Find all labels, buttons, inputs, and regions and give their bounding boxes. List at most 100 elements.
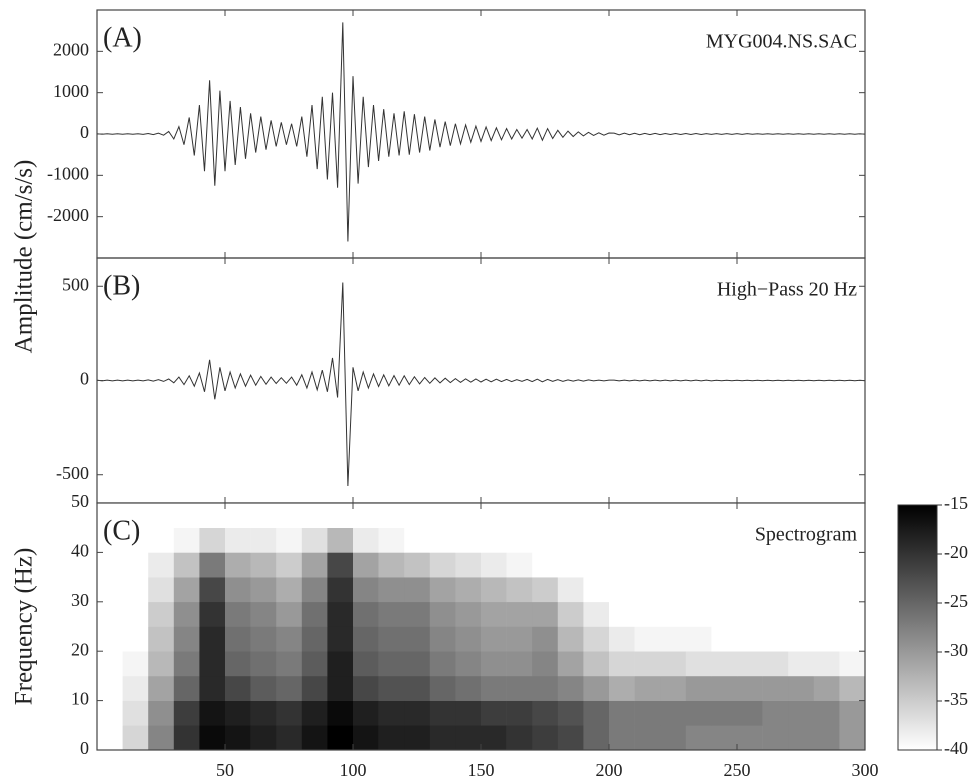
spectrogram-cell — [327, 503, 354, 528]
spectrogram-cell — [225, 577, 251, 603]
spectrogram-cell — [711, 675, 738, 701]
spectrogram-cell — [788, 601, 815, 627]
spectrogram-cell — [583, 675, 610, 701]
spectrogram-cell — [225, 503, 251, 528]
spectrogram-cell — [711, 527, 738, 553]
spectrogram-cell — [250, 552, 277, 578]
y-tick-label: 1000 — [53, 81, 89, 101]
spectrogram-cell — [711, 651, 738, 677]
colorbar — [897, 504, 938, 751]
spectrogram-cell — [839, 503, 866, 528]
panel-annotation: MYG004.NS.SAC — [706, 31, 857, 53]
spectrogram-cell — [506, 601, 533, 627]
x-tick-label: 300 — [852, 760, 879, 780]
spectrogram-cell — [301, 577, 328, 603]
spectrogram-cell — [634, 552, 661, 578]
spectrogram-cell — [813, 503, 840, 528]
spectrogram-cell — [711, 552, 738, 578]
spectrogram-cell — [327, 700, 354, 726]
spectrogram-cell — [301, 527, 328, 553]
spectrogram-cell — [660, 651, 687, 677]
spectrogram-cell — [481, 503, 507, 528]
spectrogram-cell — [583, 700, 610, 726]
spectrogram-cell — [378, 552, 405, 578]
spectrogram-cell — [276, 700, 303, 726]
spectrogram-cell — [634, 577, 661, 603]
spectrogram-cell — [199, 725, 226, 751]
spectrogram-cell — [122, 552, 149, 578]
spectrogram-cell — [122, 651, 149, 677]
spectrogram-cell — [532, 626, 559, 652]
spectrogram-cell — [737, 700, 763, 726]
waveform — [96, 22, 866, 242]
spectrogram-cell — [532, 527, 559, 553]
spectrogram-cell — [353, 700, 379, 726]
x-tick-label: 150 — [468, 760, 495, 780]
spectrogram-cell — [353, 675, 379, 701]
spectrogram-cell — [532, 675, 559, 701]
spectrogram-cell — [685, 552, 712, 578]
spectrogram-cell — [660, 552, 687, 578]
spectrogram-cell — [481, 601, 507, 627]
spectrogram-cell — [660, 700, 687, 726]
spectrogram-cell — [225, 700, 251, 726]
spectrogram-cell — [378, 626, 405, 652]
spectrogram-cell — [839, 700, 866, 726]
y-tick-label: 50 — [71, 491, 89, 511]
spectrogram-cell — [762, 651, 789, 677]
spectrogram-cell — [762, 503, 789, 528]
spectrogram-cell — [532, 577, 559, 603]
spectrogram-cell — [276, 626, 303, 652]
spectrogram-cell — [506, 700, 533, 726]
spectrogram-cell — [532, 651, 559, 677]
spectrogram-cell — [532, 700, 559, 726]
spectrogram-cell — [711, 601, 738, 627]
spectrogram-cell — [353, 577, 379, 603]
spectrogram-cell — [813, 552, 840, 578]
spectrogram-cell — [455, 577, 482, 603]
x-tick-label: 250 — [724, 760, 751, 780]
spectrogram-cell — [660, 675, 687, 701]
spectrogram-cell — [327, 626, 354, 652]
spectrogram-cell — [148, 700, 175, 726]
spectrogram-cell — [173, 725, 200, 751]
spectrogram-cell — [148, 577, 175, 603]
spectrogram-cell — [813, 527, 840, 553]
spectrogram-cell — [557, 527, 584, 553]
spectrogram-cell — [583, 503, 610, 528]
spectrogram-cell — [685, 577, 712, 603]
spectrogram-cell — [378, 651, 405, 677]
spectrogram-cell — [481, 725, 507, 751]
spectrogram-cell — [813, 601, 840, 627]
spectrogram-cell — [583, 626, 610, 652]
y-tick-label: -500 — [56, 463, 89, 483]
spectrogram-cell — [481, 626, 507, 652]
spectrogram-cell — [199, 527, 226, 553]
spectrogram-cell — [301, 725, 328, 751]
spectrogram-cell — [429, 675, 456, 701]
spectrogram-cell — [404, 503, 431, 528]
spectrogram-cell — [148, 503, 175, 528]
spectrogram-cell — [353, 503, 379, 528]
spectrogram-cell — [583, 577, 610, 603]
spectrogram-cell — [839, 651, 866, 677]
panel-label: (C) — [103, 515, 140, 546]
spectrogram-cell — [532, 503, 559, 528]
spectrogram-cell — [455, 601, 482, 627]
spectrogram-cell — [301, 601, 328, 627]
spectrogram-cell — [609, 601, 635, 627]
spectrogram-cell — [685, 503, 712, 528]
spectrogram-cell — [225, 527, 251, 553]
spectrogram-cell — [97, 700, 123, 726]
spectrogram-cell — [250, 725, 277, 751]
spectrogram-cell — [506, 651, 533, 677]
spectrogram-cell — [609, 651, 635, 677]
spectrogram-cell — [97, 601, 123, 627]
spectrogram-cell — [762, 552, 789, 578]
y-tick-label: 2000 — [53, 39, 89, 59]
spectrogram-cell — [788, 651, 815, 677]
spectrogram-cell — [532, 725, 559, 751]
spectrogram-cell — [532, 601, 559, 627]
spectrogram-cell — [455, 651, 482, 677]
